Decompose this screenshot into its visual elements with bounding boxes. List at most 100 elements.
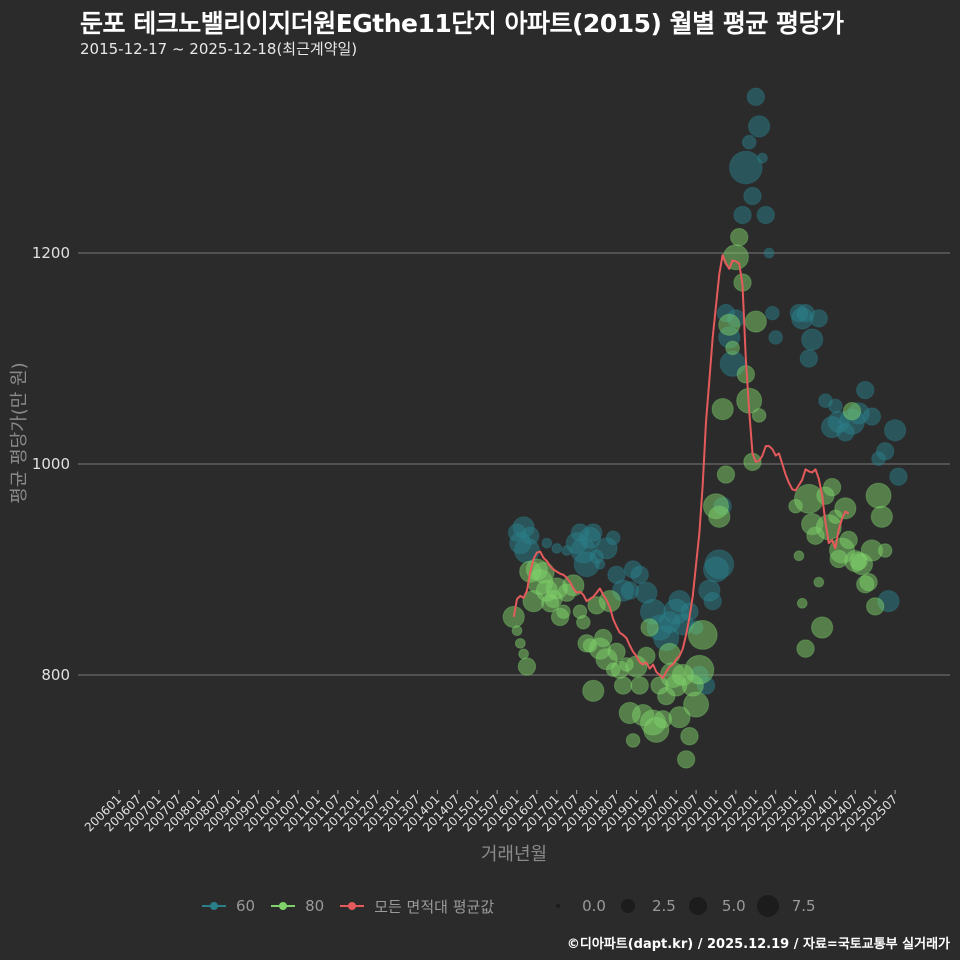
data-point: [811, 616, 834, 639]
legend-label: 2.5: [651, 897, 676, 915]
data-point: [744, 310, 767, 333]
data-point: [514, 637, 526, 649]
data-point: [765, 305, 780, 321]
data-point: [839, 530, 858, 550]
legend-label: 7.5: [791, 897, 816, 915]
y-tick-label: 1000: [32, 455, 70, 473]
data-point: [680, 726, 699, 746]
data-point: [796, 597, 808, 609]
size-circle-icon: [750, 895, 786, 917]
data-point: [718, 313, 741, 336]
data-point: [809, 309, 829, 328]
size-circle-icon: [680, 897, 716, 915]
data-point: [703, 591, 722, 611]
y-tick-label: 800: [41, 666, 70, 684]
data-point: [801, 328, 824, 351]
data-point: [582, 679, 605, 702]
data-point: [556, 604, 571, 620]
data-point: [687, 620, 718, 650]
data-point: [676, 750, 696, 769]
average-line: [512, 254, 850, 680]
data-point: [746, 87, 765, 107]
data-point: [630, 676, 649, 695]
legend-key-80-icon: [269, 899, 297, 913]
data-point: [828, 398, 843, 414]
data-point: [757, 152, 768, 164]
data-point: [822, 478, 842, 497]
data-point: [594, 558, 606, 570]
data-point: [511, 625, 523, 637]
data-point: [551, 543, 563, 554]
data-point: [729, 150, 763, 185]
y-tick-label: 1200: [32, 244, 70, 262]
data-point: [768, 330, 784, 345]
data-point: [625, 733, 641, 748]
data-point: [793, 550, 805, 562]
data-point: [875, 442, 895, 461]
legend-item-80: 80: [269, 897, 324, 915]
chart-title: 둔포 테크노밸리이지더원EGthe11단지 아파트(2015) 월별 평균 평당…: [80, 9, 844, 38]
legend-size-5-0: 5.0: [680, 897, 746, 915]
size-circle-icon: [540, 904, 576, 908]
data-point: [637, 646, 656, 666]
data-point: [683, 691, 710, 718]
legend-label: 60: [236, 897, 256, 915]
data-point: [741, 134, 757, 150]
data-point: [605, 530, 621, 546]
legend-item-average: 모든 면적대 평균값: [338, 896, 494, 917]
legend-label: 80: [305, 897, 325, 915]
data-point: [704, 549, 735, 580]
data-point: [716, 465, 736, 484]
y-axis-title: 평균 평당가(만 원): [9, 362, 30, 504]
data-point: [862, 407, 882, 426]
legend: 60 80 모든 면적대 평균값 0.0 2.5 5.0 7.5: [200, 895, 820, 917]
data-point: [630, 565, 649, 584]
data-point: [756, 205, 775, 225]
data-point: [743, 186, 762, 206]
data-point: [517, 657, 537, 676]
data-point: [859, 572, 878, 592]
data-point: [684, 654, 715, 685]
data-point: [725, 340, 740, 356]
data-point: [751, 408, 767, 423]
scatter-series-60: [507, 87, 908, 695]
legend-label: 모든 면적대 평균값: [374, 897, 495, 916]
data-point: [708, 505, 731, 528]
legend-item-60: 60: [200, 897, 255, 915]
legend-size-7-5: 7.5: [750, 895, 816, 917]
data-point: [730, 227, 749, 247]
data-point: [668, 706, 691, 729]
data-point: [640, 618, 659, 637]
legend-key-60-icon: [200, 899, 228, 913]
data-point: [813, 576, 825, 588]
data-point: [518, 648, 530, 660]
data-point: [711, 398, 734, 421]
data-point: [856, 380, 875, 400]
scatter-series-80: [502, 227, 893, 769]
size-circle-icon: [610, 899, 646, 913]
data-point: [865, 482, 892, 509]
legend-label: 5.0: [721, 897, 746, 915]
data-point: [796, 639, 815, 658]
legend-size-2-5: 2.5: [610, 897, 676, 915]
data-point: [799, 349, 819, 368]
data-point: [763, 247, 775, 259]
legend-key-average-icon: [338, 899, 366, 913]
legend-size-0: 0.0: [540, 897, 606, 915]
data-point: [576, 614, 591, 630]
data-point: [866, 597, 885, 616]
data-point: [877, 543, 893, 558]
x-axis-title: 거래년월: [480, 844, 548, 865]
data-point: [607, 642, 626, 661]
data-point: [521, 526, 540, 545]
data-point: [613, 676, 633, 695]
source-credit: ©디아파트(dapt.kr) / 2025.12.19 / 자료=국토교통부 실…: [566, 937, 950, 952]
data-point: [889, 467, 908, 486]
data-point: [842, 402, 862, 421]
data-point: [584, 523, 603, 542]
data-point: [870, 505, 893, 528]
data-point: [658, 642, 681, 666]
chart-subtitle: 2015-12-17 ~ 2025-12-18(최근계약일): [80, 40, 358, 58]
legend-label: 0.0: [582, 897, 606, 915]
